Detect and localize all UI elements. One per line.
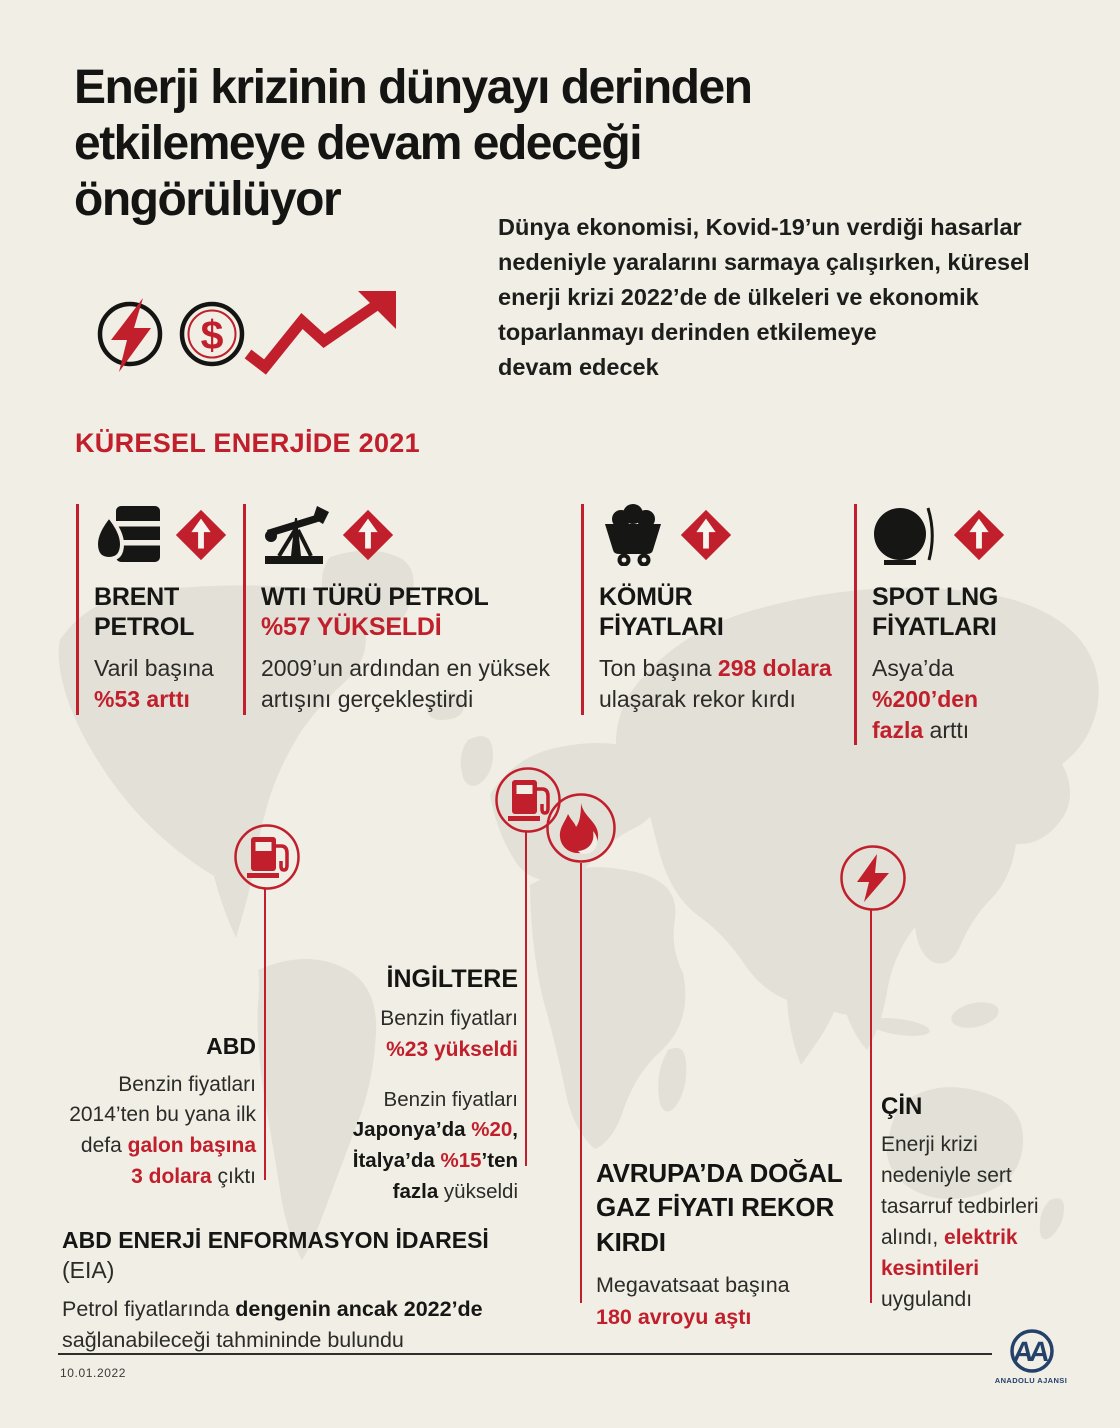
callout-body: Enerji krizi nedeniyle sert tasarruf ted…: [881, 1133, 1039, 1312]
callout-body: Benzin fiyatları %23 yükseldi: [380, 1007, 518, 1061]
aa-logo-agency: ANADOLU AJANSI: [995, 1376, 1067, 1385]
dollar-circle-icon: $: [179, 301, 245, 367]
map-madagascar: [658, 1047, 687, 1112]
trend-up-arrow-icon: [244, 291, 396, 375]
callout-cin: ÇİN Enerji krizi nedeniyle sert tasarruf…: [881, 1092, 1106, 1315]
callout-ingiltere: İNGİLTERE Benzin fiyatları %23 yükseldi …: [316, 964, 518, 1208]
coal-cart-icon: [605, 504, 661, 566]
stat-title: KÖMÜR FİYATLARI: [599, 583, 724, 641]
up-diamond-icon: [953, 509, 1005, 561]
stat-komur-fiyatlari: KÖMÜR FİYATLARI Ton başına 298 dolara ul…: [581, 504, 856, 715]
fuel-pump-icon: [247, 837, 289, 878]
map-australia: [886, 1087, 1024, 1199]
bolt-icon: [857, 854, 889, 902]
pin-ingiltere: [493, 765, 563, 840]
callout-body: Benzin fiyatları 2014’ten bu yana ilk de…: [69, 1072, 256, 1188]
stat-title: BRENT PETROL: [94, 583, 195, 641]
pin-abd: [232, 822, 302, 897]
up-diamond-icon: [175, 509, 227, 561]
map-iceland: [426, 692, 464, 720]
pin-line-cin: [869, 909, 872, 1303]
map-new-zealand: [1039, 1198, 1064, 1240]
stat-title-red: %57 YÜKSELDİ: [261, 613, 442, 641]
stat-title: WTI TÜRÜ PETROL: [261, 583, 489, 611]
intro-text: Dünya ekonomisi, Kovid-19’un verdiği has…: [498, 214, 1030, 380]
source-title: ABD ENERJİ ENFORMASYON İDARESİ (EIA): [62, 1227, 489, 1283]
section-heading: KÜRESEL ENERJİDE 2021: [75, 428, 420, 458]
callout-title: ABD: [206, 1033, 256, 1059]
stat-spot-lng: SPOT LNG FİYATLARI Asya’da %200’den fazl…: [854, 504, 1066, 746]
callout-body-secondary: Benzin fiyatları Japonya’da %20, İtalya’…: [352, 1087, 518, 1203]
stat-body: Varil başına %53 arttı: [94, 655, 214, 712]
up-diamond-icon: [342, 509, 394, 561]
pin-avrupa: [544, 791, 618, 870]
pumpjack-icon: [265, 506, 329, 564]
pin-line-avrupa: [579, 863, 582, 1303]
callout-title: AVRUPA’DA DOĞAL GAZ FİYATI REKOR KIRDI: [596, 1158, 843, 1257]
pin-line-ingiltere: [524, 831, 527, 1166]
map-europe: [490, 743, 667, 881]
map-north-america: [58, 585, 366, 938]
fuel-pump-icon: [508, 780, 550, 821]
stat-body: Ton başına 298 dolara ulaşarak rekor kır…: [599, 655, 832, 712]
pin-line-abd: [263, 888, 266, 1180]
lng-tank-icon: [874, 507, 934, 565]
bolt-circle-icon: [97, 298, 163, 372]
source-note: ABD ENERJİ ENFORMASYON İDARESİ (EIA) Pet…: [62, 1226, 532, 1356]
map-java: [870, 1018, 930, 1036]
publish-date: 10.01.2022: [60, 1366, 127, 1380]
map-asia: [615, 587, 1099, 1065]
map-uk: [460, 736, 493, 786]
oil-barrel-icon: [94, 506, 160, 562]
stat-body: 2009’un ardından en yüksek artışını gerç…: [261, 655, 550, 712]
stat-body: Asya’da %200’den fazla arttı: [872, 655, 979, 743]
callout-avrupa: AVRUPA’DA DOĞAL GAZ FİYATI REKOR KIRDI M…: [596, 1156, 846, 1333]
callout-title: ÇİN: [881, 1093, 923, 1120]
stat-title: SPOT LNG FİYATLARI: [872, 583, 999, 641]
svg-text:$: $: [201, 312, 224, 358]
map-japan: [989, 698, 1026, 764]
world-map: [58, 550, 1099, 1260]
map-africa: [530, 867, 686, 1149]
hero-icons: $: [97, 291, 396, 375]
callout-body: Megavatsaat başına 180 avroyu aştı: [596, 1272, 790, 1330]
stat-brent-petrol: BRENT PETROL Varil başına %53 arttı: [76, 504, 244, 715]
map-south-america: [257, 959, 377, 1260]
callout-abd: ABD Benzin fiyatları 2014’ten bu yana il…: [28, 1032, 256, 1192]
pin-cin: [838, 843, 908, 918]
map-sumatra: [810, 985, 860, 1015]
aa-logo: AA ANADOLU AJANSI: [995, 1329, 1067, 1385]
flame-icon: [559, 803, 599, 855]
up-diamond-icon: [680, 509, 732, 561]
source-body: Petrol fiyatlarında dengenin ancak 2022’…: [62, 1296, 483, 1352]
footer-divider: [58, 1353, 992, 1355]
map-papua: [951, 1002, 999, 1028]
page-title: Enerji krizinin dünyayı derinden etkilem…: [74, 61, 753, 227]
callout-title: İNGİLTERE: [386, 965, 518, 993]
stat-wti-petrol: WTI TÜRÜ PETROL %57 YÜKSELDİ 2009’un ard…: [243, 504, 565, 715]
aa-logo-letters: AA: [1012, 1336, 1051, 1367]
